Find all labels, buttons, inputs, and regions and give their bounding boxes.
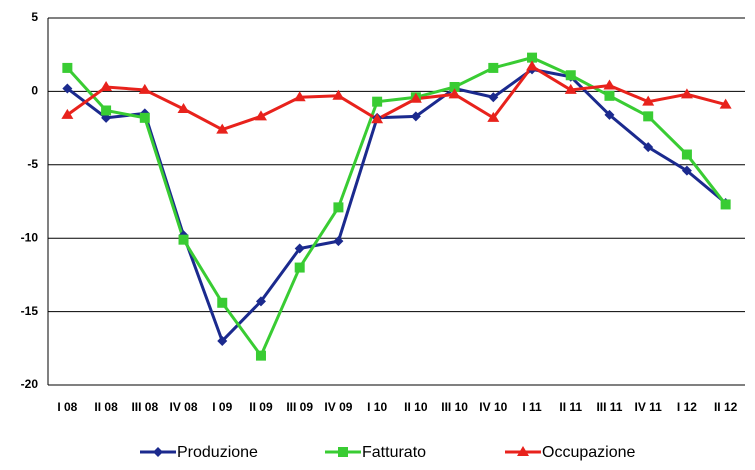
x-tick-label: I 08 — [57, 400, 77, 414]
x-tick-label: III 09 — [286, 400, 313, 414]
x-tick-label: I 10 — [367, 400, 387, 414]
marker — [178, 234, 189, 245]
marker — [255, 350, 266, 361]
y-tick-label: -20 — [21, 377, 39, 391]
marker — [293, 91, 306, 102]
y-tick-label: 0 — [31, 84, 38, 98]
x-tick-label: III 08 — [131, 400, 158, 414]
marker — [333, 236, 344, 247]
marker — [720, 199, 731, 210]
marker — [488, 62, 499, 73]
marker — [294, 243, 305, 254]
x-tick-label: IV 10 — [479, 400, 507, 414]
marker — [338, 447, 348, 457]
x-tick-label: I 11 — [522, 400, 542, 414]
y-tick-label: 5 — [31, 10, 38, 24]
marker — [680, 88, 693, 99]
marker — [101, 105, 112, 116]
marker — [604, 90, 615, 101]
marker — [255, 296, 266, 307]
marker — [254, 110, 267, 121]
marker — [526, 60, 539, 71]
x-tick-label: II 12 — [714, 400, 738, 414]
series-line — [66, 56, 727, 359]
marker — [177, 103, 190, 114]
x-tick-label: III 10 — [441, 400, 468, 414]
marker — [216, 123, 229, 134]
x-tick-label: I 09 — [212, 400, 232, 414]
marker — [333, 202, 344, 213]
marker — [565, 70, 576, 81]
marker — [643, 142, 654, 153]
marker — [217, 297, 228, 308]
x-tick-label: II 08 — [94, 400, 118, 414]
marker — [62, 83, 73, 94]
marker — [153, 447, 163, 457]
x-tick-label: II 09 — [249, 400, 273, 414]
series-line — [66, 64, 727, 132]
marker — [643, 111, 654, 122]
marker — [487, 111, 500, 122]
marker — [410, 111, 421, 122]
marker — [604, 109, 615, 120]
marker — [448, 88, 461, 99]
legend-label: Fatturato — [362, 444, 426, 461]
marker — [100, 80, 113, 91]
marker — [681, 165, 692, 176]
y-tick-label: -5 — [27, 157, 38, 171]
x-tick-label: III 11 — [596, 400, 622, 414]
x-tick-label: I 12 — [677, 400, 697, 414]
marker — [642, 95, 655, 106]
y-tick-label: -15 — [21, 304, 39, 318]
x-tick-label: II 10 — [404, 400, 428, 414]
marker — [371, 113, 384, 124]
marker — [62, 62, 73, 73]
y-tick-label: -10 — [21, 230, 39, 244]
legend-label: Produzione — [177, 444, 258, 461]
x-tick-label: II 11 — [559, 400, 582, 414]
x-tick-label: IV 08 — [170, 400, 198, 414]
marker — [517, 446, 529, 456]
marker — [527, 52, 538, 63]
marker — [681, 149, 692, 160]
marker — [332, 89, 345, 100]
marker — [138, 83, 151, 94]
x-tick-label: IV 09 — [324, 400, 352, 414]
marker — [139, 112, 150, 123]
marker — [61, 108, 74, 119]
marker — [217, 335, 228, 346]
marker — [409, 92, 422, 103]
marker — [564, 83, 577, 94]
marker — [449, 81, 460, 92]
x-tick-label: IV 11 — [635, 400, 663, 414]
legend-label: Occupazione — [542, 444, 635, 461]
marker — [603, 79, 616, 90]
marker — [372, 96, 383, 107]
marker — [488, 92, 499, 103]
marker — [294, 262, 305, 273]
marker — [719, 98, 732, 109]
